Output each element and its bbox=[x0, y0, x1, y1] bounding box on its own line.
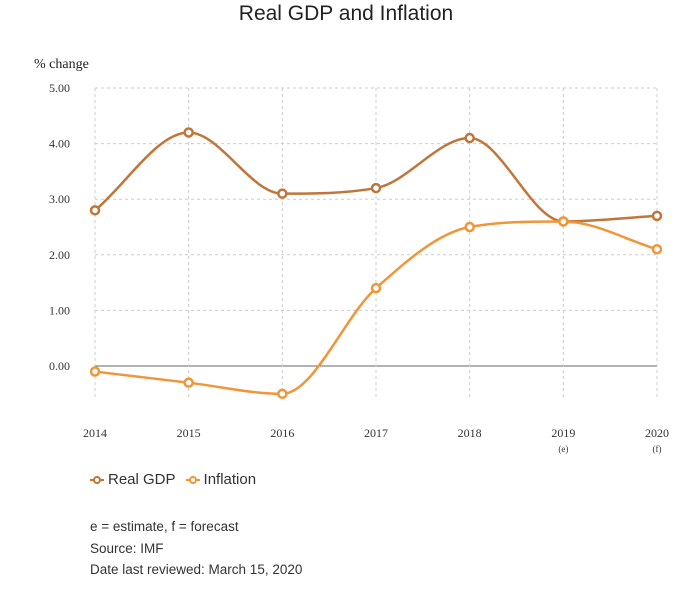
legend-item-inflation[interactable]: Inflation bbox=[185, 471, 257, 488]
data-point-inflation[interactable] bbox=[277, 388, 288, 400]
x-tick-label: 2014 bbox=[83, 426, 107, 440]
series-line-inflation bbox=[94, 220, 658, 396]
x-tick-note: (e) bbox=[558, 444, 568, 454]
gridlines bbox=[94, 87, 658, 398]
chart-title: Real GDP and Inflation bbox=[238, 2, 454, 25]
legend: Real GDP Inflation bbox=[90, 471, 266, 488]
data-point-inflation[interactable] bbox=[558, 216, 569, 227]
y-tick-label: 0.00 bbox=[49, 359, 70, 373]
chart-notes: e = estimate, f = forecast Source: IMF D… bbox=[90, 516, 302, 581]
legend-swatch-real-gdp-icon bbox=[90, 475, 104, 484]
legend-swatch-inflation-icon bbox=[185, 475, 200, 484]
x-tick-label: 2019 bbox=[551, 426, 575, 440]
data-point-inflation[interactable] bbox=[464, 221, 475, 233]
data-point-inflation[interactable] bbox=[183, 377, 194, 388]
x-tick-labels: 2014 2015 2016 2017 2018 2019 (e) 2020 (f) bbox=[83, 426, 669, 454]
y-tick-label: 1.00 bbox=[49, 303, 70, 317]
x-tick-note: (f) bbox=[653, 444, 662, 454]
legend-item-real-gdp[interactable]: Real GDP bbox=[90, 471, 176, 488]
y-tick-label: 5.00 bbox=[49, 81, 70, 95]
x-tick-label: 2015 bbox=[177, 426, 201, 440]
data-point-real-gdp[interactable] bbox=[464, 132, 475, 144]
note-estimate-forecast: e = estimate, f = forecast bbox=[90, 519, 239, 534]
data-point-real-gdp[interactable] bbox=[183, 127, 194, 138]
note-source: Source: IMF bbox=[90, 540, 164, 556]
x-tick-label: 2018 bbox=[458, 426, 482, 440]
data-point-inflation[interactable] bbox=[370, 282, 382, 294]
series-lines bbox=[89, 127, 663, 400]
x-tick-label: 2020 bbox=[645, 426, 669, 440]
data-point-inflation[interactable] bbox=[651, 243, 663, 255]
legend-label-inflation: Inflation bbox=[203, 471, 257, 488]
y-tick-label: 4.00 bbox=[49, 137, 70, 151]
y-tick-label: 2.00 bbox=[49, 248, 70, 262]
x-tick-label: 2017 bbox=[364, 426, 388, 440]
data-point-real-gdp[interactable] bbox=[89, 205, 101, 216]
data-point-real-gdp[interactable] bbox=[277, 188, 288, 199]
y-tick-label: 3.00 bbox=[49, 192, 70, 206]
data-point-inflation[interactable] bbox=[89, 366, 101, 377]
legend-label-real-gdp: Real GDP bbox=[108, 471, 176, 488]
data-point-real-gdp[interactable] bbox=[651, 210, 663, 222]
y-tick-labels: 5.00 4.00 3.00 2.00 1.00 0.00 bbox=[49, 81, 70, 373]
data-point-real-gdp[interactable] bbox=[370, 182, 382, 194]
x-tick-label: 2016 bbox=[270, 426, 294, 440]
note-date-reviewed: Date last reviewed: March 15, 2020 bbox=[90, 562, 303, 577]
y-axis-label: % change bbox=[34, 57, 89, 72]
